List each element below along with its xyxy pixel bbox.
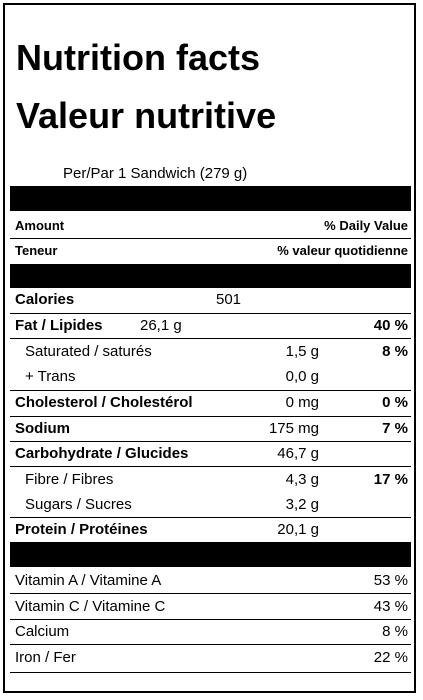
vitamin-a-label: Vitamin A / Vitamine A bbox=[15, 572, 162, 589]
serving-size: Per/Par 1 Sandwich (279 g) bbox=[63, 165, 248, 182]
saturated-label: Saturated / saturés bbox=[25, 343, 152, 360]
rule-trans bbox=[10, 390, 411, 391]
calories-value: 501 bbox=[216, 291, 242, 308]
sodium-dv: 7 % bbox=[382, 420, 408, 437]
vitamin-c-label: Vitamin C / Vitamine C bbox=[15, 598, 166, 615]
trans-amount: 0,0 g bbox=[285, 368, 319, 385]
rule-sodium bbox=[10, 441, 411, 442]
valeur-quotidienne-header: % valeur quotidienne bbox=[277, 243, 408, 258]
rule-cholesterol bbox=[10, 416, 411, 417]
trans-label: + Trans bbox=[25, 368, 76, 385]
iron-dv: 22 % bbox=[373, 649, 408, 666]
title-french: Valeur nutritive bbox=[16, 95, 277, 136]
fibre-amount: 4,3 g bbox=[285, 471, 319, 488]
sugars-amount: 3,2 g bbox=[285, 496, 319, 513]
rule-calories bbox=[10, 313, 411, 314]
rule-carbohydrate bbox=[10, 466, 411, 467]
calcium-label: Calcium bbox=[15, 623, 70, 640]
calories-label: Calories bbox=[15, 291, 75, 308]
daily-value-header: % Daily Value bbox=[324, 218, 408, 233]
thick-bar-top bbox=[10, 186, 411, 211]
iron-label: Iron / Fer bbox=[15, 649, 76, 666]
fat-dv: 40 % bbox=[373, 317, 408, 334]
carbohydrate-label: Carbohydrate / Glucides bbox=[15, 445, 189, 462]
thick-bar-middle bbox=[10, 264, 411, 288]
rule-fat bbox=[10, 338, 411, 339]
nutrition-label bbox=[3, 3, 416, 693]
saturated-amount: 1,5 g bbox=[285, 343, 319, 360]
fibre-dv: 17 % bbox=[373, 471, 408, 488]
vitamin-c-dv: 43 % bbox=[373, 598, 408, 615]
vitamin-a-dv: 53 % bbox=[373, 572, 408, 589]
rule-sugars bbox=[10, 517, 411, 518]
sodium-label: Sodium bbox=[15, 420, 70, 437]
thick-bar-bottom bbox=[10, 542, 411, 567]
sugars-label: Sugars / Sucres bbox=[25, 496, 132, 513]
cholesterol-amount: 0 mg bbox=[285, 394, 319, 411]
cholesterol-dv: 0 % bbox=[382, 394, 408, 411]
rule-vitamin-a bbox=[10, 593, 411, 594]
rule-header-1 bbox=[10, 238, 411, 239]
protein-label: Protein / Protéines bbox=[15, 521, 148, 538]
teneur-header: Teneur bbox=[15, 243, 58, 258]
protein-amount: 20,1 g bbox=[277, 521, 319, 538]
saturated-dv: 8 % bbox=[382, 343, 408, 360]
fat-amount: 26,1 g bbox=[140, 317, 182, 334]
amount-header: Amount bbox=[15, 218, 65, 233]
fat-label: Fat / Lipides bbox=[15, 317, 103, 334]
sodium-amount: 175 mg bbox=[268, 420, 319, 437]
title-english: Nutrition facts bbox=[16, 37, 261, 78]
carbohydrate-amount: 46,7 g bbox=[277, 445, 319, 462]
rule-calcium bbox=[10, 644, 411, 645]
fibre-label: Fibre / Fibres bbox=[25, 471, 114, 488]
calcium-dv: 8 % bbox=[382, 623, 408, 640]
rule-iron bbox=[10, 672, 411, 673]
rule-vitamin-c bbox=[10, 619, 411, 620]
cholesterol-label: Cholesterol / Cholestérol bbox=[15, 394, 193, 411]
